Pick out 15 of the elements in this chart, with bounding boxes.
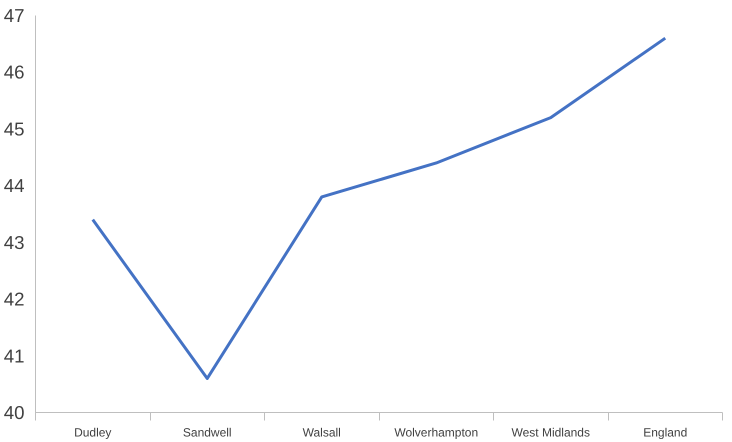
y-tick-label: 43 <box>4 232 25 253</box>
line-series <box>91 36 667 380</box>
y-tick-label: 42 <box>4 288 25 310</box>
x-tick-label: Sandwell <box>182 426 232 440</box>
y-tick-label: 44 <box>4 175 25 196</box>
x-tick-label: West Midlands <box>512 426 590 440</box>
y-tick-label: 45 <box>4 118 25 140</box>
x-tick-label: England <box>643 426 688 440</box>
x-tick-label: Wolverhampton <box>394 426 478 440</box>
y-tick-label: 47 <box>4 5 25 26</box>
y-tick-label: 46 <box>4 62 25 83</box>
y-tick-label: 40 <box>4 402 25 423</box>
y-tick-label: 41 <box>4 345 25 366</box>
x-tick-label: Walsall <box>302 426 341 440</box>
x-tick-label: Dudley <box>74 426 112 440</box>
